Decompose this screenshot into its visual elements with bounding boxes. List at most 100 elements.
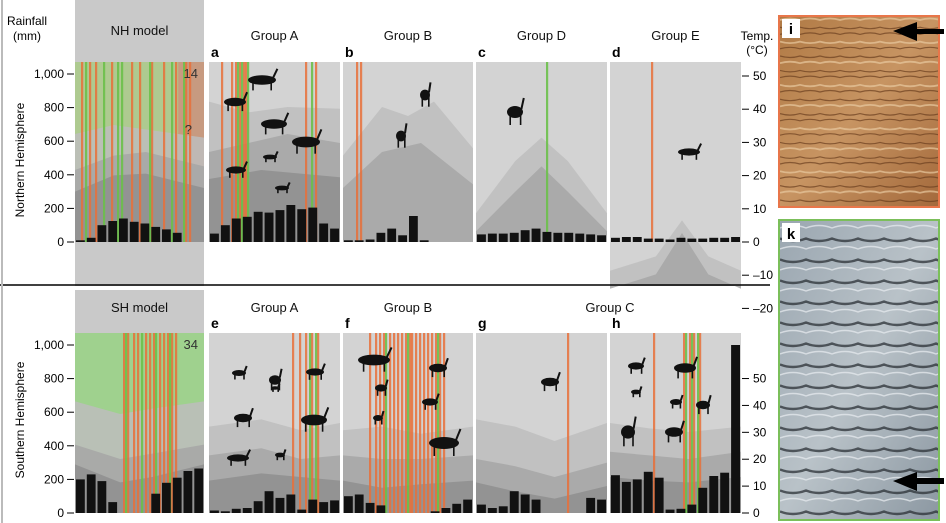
sh-group-b-orange-marker	[379, 333, 382, 513]
animal-leg-icon	[431, 368, 434, 378]
nh-group-e-rainfall-bar	[665, 239, 675, 242]
sh-model-green-marker	[155, 333, 158, 513]
histology-line-k	[780, 468, 938, 474]
sh-model-count-label: 34	[184, 337, 198, 352]
nh-model-count-label: 14	[184, 66, 198, 81]
sh-group-a-panel-letter: e	[211, 315, 219, 331]
panel-labels: NH model 14? Group A a Group B b Group D c Group…	[111, 23, 700, 352]
panel-k-label: k	[787, 226, 796, 243]
sh-group-b-orange-marker	[405, 333, 408, 513]
nh-model-orange-marker	[139, 62, 142, 242]
rain-tick-label: 400	[44, 439, 64, 453]
histology-texture-k	[780, 224, 938, 516]
sh-model-rainfall-bar	[151, 493, 161, 513]
animal-leg-icon	[384, 388, 387, 396]
nh-group-d-rainfall-bar	[597, 235, 606, 242]
histology-line-k	[780, 287, 938, 292]
sh-group-c-g-rainfall-bar	[520, 494, 530, 513]
animal-leg-icon	[265, 157, 267, 163]
sh-group-c-g-rainfall-bar	[586, 497, 596, 513]
histology-line-i	[780, 161, 938, 165]
sh-group-b-green-marker	[437, 333, 440, 513]
sh-group-b-orange-marker	[383, 333, 386, 513]
sh-model-orange-marker	[145, 333, 148, 513]
animal-leg-icon	[397, 136, 400, 148]
histology-line-i	[780, 156, 938, 159]
nh-group-d-temp-envelope	[476, 166, 607, 242]
nh-group-e-rainfall-bar	[676, 237, 686, 242]
rainfall-bars	[76, 205, 740, 513]
nh-group-b-rainfall-bar	[387, 228, 397, 242]
nh-group-d-rainfall-bar	[520, 230, 530, 242]
sh-group-c-h-rainfall-bar	[687, 504, 697, 513]
sh-group-c-h-panel-letter: h	[612, 315, 621, 331]
temp-tick-label-sh: 30	[753, 425, 767, 439]
animal-neck-icon	[639, 386, 643, 392]
animal-silhouette-icon	[301, 414, 327, 426]
nh-model-green-marker	[121, 62, 124, 242]
animal-neck-icon	[455, 428, 462, 441]
nh-group-e-rainfall-bar	[611, 237, 620, 242]
animal-silhouette-icon	[248, 75, 276, 85]
nh-group-b-rainfall-bar	[354, 240, 364, 242]
histology-panel-i: i	[778, 15, 944, 208]
histology-line-i	[780, 170, 938, 174]
animal-neck-icon	[283, 112, 290, 123]
animal-neck-icon	[381, 410, 385, 417]
panel-i-label: i	[789, 21, 793, 38]
histology-line-i	[780, 69, 938, 73]
sh-group-c-g-rainfall-bar	[498, 506, 508, 513]
histology-line-i	[780, 112, 938, 116]
sh-group-c-h-rainfall-bar	[654, 477, 664, 513]
nh-group-a-rainfall-bar	[319, 223, 329, 242]
animal-leg-icon	[241, 102, 244, 112]
rain-tick-label: 800	[44, 101, 64, 115]
animal-leg-icon	[404, 136, 406, 148]
sh-row-label: Southern Hemisphere	[13, 361, 27, 478]
sh-model-orange-marker	[123, 333, 126, 513]
sh-group-c-h-green-marker	[685, 333, 688, 513]
nh-group-b-rainfall-bar	[398, 235, 407, 242]
nh-model-orange-marker	[163, 62, 166, 242]
nh-model-lower-box	[75, 242, 204, 286]
nh-model-rainfall-bar	[140, 223, 150, 242]
histology-line-k	[780, 342, 938, 348]
animal-leg-icon	[639, 392, 641, 398]
nh-model-orange-marker	[111, 62, 114, 242]
animal-leg-icon	[374, 418, 377, 425]
animal-neck-icon	[249, 407, 254, 417]
animal-leg-icon	[286, 188, 288, 194]
animal-leg-icon	[244, 458, 247, 466]
animal-silhouette-icon	[292, 136, 320, 148]
animal-leg-icon	[362, 360, 365, 372]
histology-panel-k: k	[778, 219, 944, 521]
animal-silhouette-icon	[224, 97, 246, 107]
nh-group-e-rainfall-bar	[632, 237, 642, 242]
nh-group-a-orange-marker	[305, 62, 308, 242]
sh-group-c-h-rainfall-bar	[643, 471, 653, 513]
temp-tick-label-nh: –20	[753, 301, 773, 315]
animal-leg-icon	[304, 420, 307, 432]
nh-group-a-panel-letter: a	[211, 44, 219, 60]
animal-silhouette-icon	[234, 413, 252, 423]
animal-neck-icon	[632, 416, 637, 429]
animal-leg-icon	[296, 142, 298, 154]
animal-leg-icon	[623, 432, 625, 447]
histology-line-k	[780, 455, 938, 460]
temp-tick-label-nh: 30	[753, 135, 767, 149]
nh-model-orange-marker	[131, 62, 134, 242]
sh-group-c-g-panel-letter: g	[478, 315, 487, 331]
histology-line-i	[780, 26, 938, 30]
panel-i-frame	[778, 15, 940, 208]
sh-group-b-orange-marker	[393, 333, 396, 513]
animal-leg-icon	[519, 112, 522, 125]
nh-group-d-rainfall-bar	[498, 233, 508, 242]
nh-group-a-orange-marker	[235, 62, 238, 242]
animal-neck-icon	[243, 161, 248, 169]
nh-group-a-rainfall-bar	[264, 212, 274, 242]
temp-tick-label-sh: 40	[753, 398, 767, 412]
nh-group-e-rainfall-bar	[643, 238, 653, 242]
sh-model-orange-marker	[163, 333, 166, 513]
nh-model-green-marker	[85, 62, 88, 242]
